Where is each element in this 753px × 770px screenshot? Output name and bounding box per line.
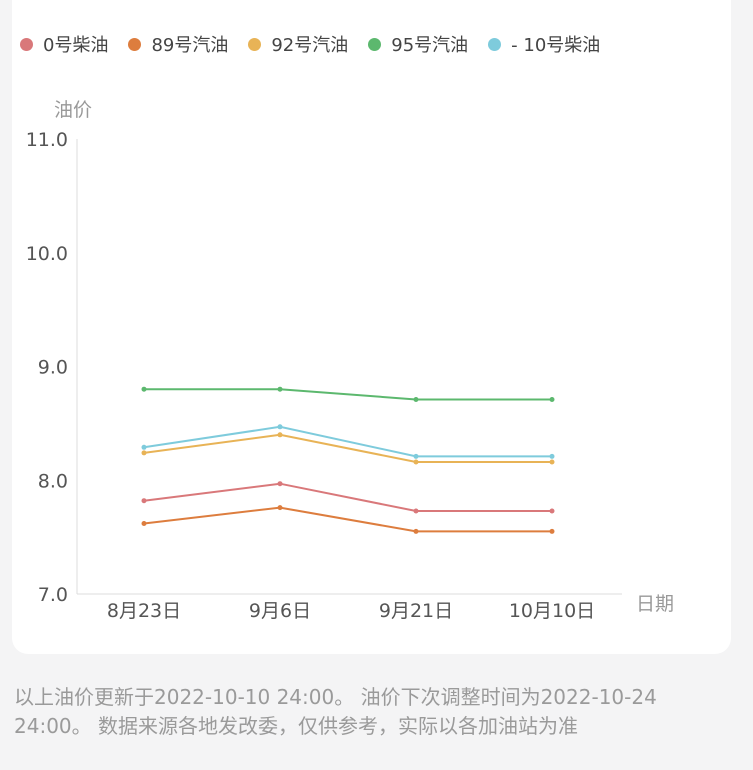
data-point [413,397,419,402]
data-point [549,528,555,534]
legend-item-0-diesel[interactable]: 0号柴油 [20,31,108,57]
y-tick-label: 8.0 [38,470,68,492]
x-tick-label: 8月23日 [107,600,181,622]
line-chart: 7.0 8.0 9.0 10.0 11.0 8月23日 9月6日 9月21日 10月10日 油价日… [26,99,674,622]
data-point [141,386,147,392]
legend-item-95-gasoline[interactable]: 95号汽油 [368,31,468,57]
x-tick-label: 9月6日 [249,600,311,622]
legend-label: 95号汽油 [391,35,469,56]
data-point [277,432,283,438]
data-point [413,528,419,534]
x-tick-label: 9月21日 [379,600,453,622]
data-point [141,444,147,450]
data-point [141,450,147,456]
y-tick-label: 10.0 [26,243,68,265]
data-point [413,508,419,514]
data-point [549,453,555,459]
series-line [143,506,552,533]
data-point [277,481,283,487]
data-point [277,505,283,511]
data-point [141,521,147,526]
data-point [549,397,555,402]
series-1 [141,505,555,534]
data-point [413,459,419,465]
legend-label: 89号汽油 [151,35,229,56]
data-point [549,508,555,514]
series-line [143,425,552,458]
series-line [143,482,552,512]
legend-swatch [368,37,382,51]
legend-label: - 10号柴油 [511,35,601,56]
legend-swatch [128,37,142,51]
legend-item-92-gasoline[interactable]: 92号汽油 [248,31,348,57]
series-4 [141,424,555,459]
y-tick-label: 11.0 [26,129,68,151]
series-3 [141,386,555,402]
series-line [144,388,552,401]
series-line [143,433,552,463]
x-tick-label: 10月10日 [509,600,595,622]
y-tick-label: 7.0 [38,584,68,606]
legend-swatch [248,37,262,51]
data-point [549,459,555,465]
series-0 [141,481,555,514]
y-axis-title: 油价 [54,99,92,121]
axes: 7.0 8.0 9.0 10.0 11.0 8月23日 9月6日 9月21日 10月10日 油价日… [26,99,674,622]
legend-item-89-gasoline[interactable]: 89号汽油 [128,31,228,57]
chart-card [12,0,731,654]
chart-legend: 0号柴油 89号汽油 92号汽油 95号汽油 - 10号柴油 [20,30,620,58]
series-group [141,386,555,534]
legend-item-minus10-diesel[interactable]: - 10号柴油 [488,31,600,57]
legend-label: 0号柴油 [43,35,109,56]
legend-swatch [20,37,33,51]
data-point [277,386,283,392]
footer-note: 以上油价更新于2022-10-10 24:00。 油价下次调整时间为2022-1… [14,685,657,738]
data-point [413,453,419,459]
series-2 [141,432,555,465]
data-point [277,424,283,430]
legend-label: 92号汽油 [271,35,349,56]
legend-swatch [488,37,502,51]
y-tick-label: 9.0 [38,357,68,379]
data-point [141,498,147,504]
x-axis-title: 日期 [636,593,674,615]
